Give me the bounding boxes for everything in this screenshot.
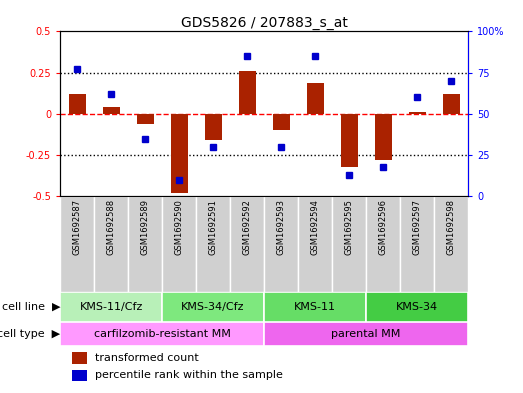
Text: parental MM: parental MM [332,329,401,339]
Bar [230,196,264,292]
Bar [408,112,426,114]
Bar [434,196,468,292]
Bar [103,107,120,114]
Bar [204,114,222,140]
Bar [162,292,264,322]
Bar [340,114,358,167]
Text: GSM1692592: GSM1692592 [243,199,252,255]
Text: GSM1692587: GSM1692587 [73,199,82,255]
Text: KMS-11: KMS-11 [294,302,336,312]
Bar [137,114,154,124]
Bar [60,292,162,322]
Bar [72,352,87,364]
Text: cell type  ▶: cell type ▶ [0,329,60,339]
Text: GSM1692594: GSM1692594 [311,199,320,255]
Bar [442,94,460,114]
Bar [238,71,256,114]
Bar [196,196,230,292]
Bar [306,83,324,114]
Text: GSM1692589: GSM1692589 [141,199,150,255]
Bar [366,196,400,292]
Bar [374,114,392,160]
Text: transformed count: transformed count [95,353,199,363]
Text: GSM1692590: GSM1692590 [175,199,184,255]
Bar [94,196,128,292]
Text: GSM1692597: GSM1692597 [413,199,422,255]
Text: KMS-34/Cfz: KMS-34/Cfz [181,302,245,312]
Text: GSM1692588: GSM1692588 [107,199,116,255]
Text: GSM1692591: GSM1692591 [209,199,218,255]
Bar [400,196,434,292]
Text: cell line  ▶: cell line ▶ [2,302,60,312]
Text: GSM1692598: GSM1692598 [447,199,456,255]
Text: carfilzomib-resistant MM: carfilzomib-resistant MM [94,329,231,339]
Text: GSM1692595: GSM1692595 [345,199,354,255]
Bar [60,322,264,346]
Text: KMS-34: KMS-34 [396,302,438,312]
Bar [128,196,162,292]
Bar [366,292,468,322]
Title: GDS5826 / 207883_s_at: GDS5826 / 207883_s_at [180,17,348,30]
Bar [170,114,188,193]
Bar [162,196,196,292]
Bar [72,369,87,381]
Bar [272,114,290,130]
Text: GSM1692593: GSM1692593 [277,199,286,255]
Text: percentile rank within the sample: percentile rank within the sample [95,370,283,380]
Text: GSM1692596: GSM1692596 [379,199,388,255]
Text: KMS-11/Cfz: KMS-11/Cfz [79,302,143,312]
Bar [264,322,468,346]
Bar [264,196,298,292]
Bar [264,292,366,322]
Bar [69,94,86,114]
Bar [298,196,332,292]
Bar [60,196,94,292]
Bar [332,196,366,292]
